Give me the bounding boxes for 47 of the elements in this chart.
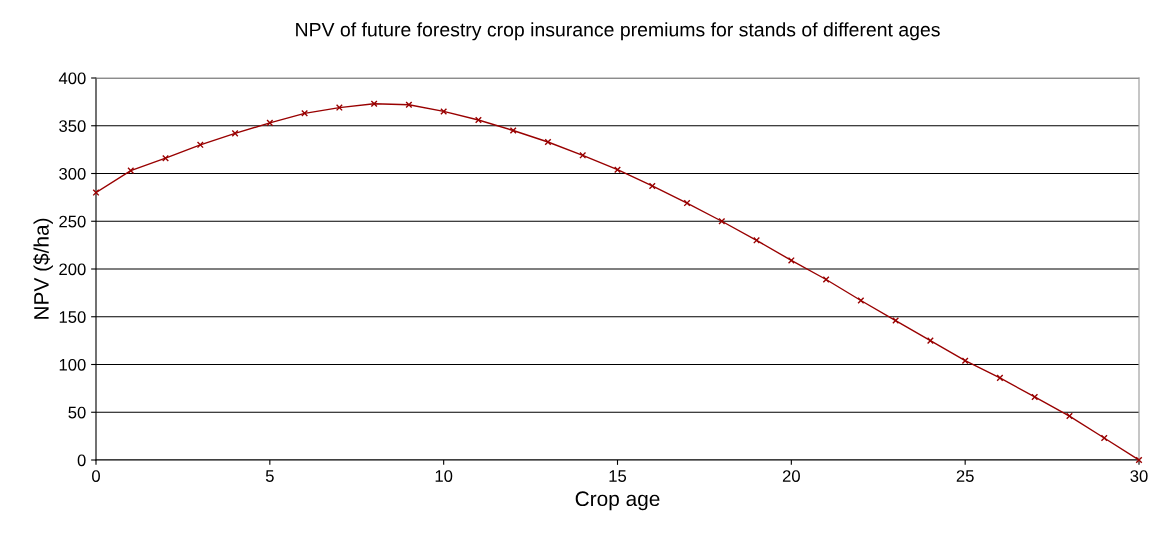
point — [614, 166, 621, 174]
point — [648, 182, 656, 190]
point — [822, 276, 830, 283]
point — [579, 151, 587, 159]
y-tick-label: 50 — [68, 406, 86, 419]
point — [1100, 434, 1108, 442]
point — [162, 154, 170, 162]
x-tick-label: 25 — [956, 470, 974, 482]
point — [892, 317, 900, 325]
point — [335, 104, 343, 112]
point — [440, 107, 448, 115]
x-tick-label: 5 — [265, 470, 274, 482]
y-tick-label: 350 — [59, 120, 86, 132]
point — [1031, 393, 1039, 401]
x-tick-label: 30 — [1130, 470, 1148, 482]
point — [370, 100, 378, 108]
point — [301, 109, 309, 117]
y-tick-label: 200 — [59, 263, 86, 276]
y-tick-label: 150 — [59, 311, 86, 323]
point — [857, 297, 865, 304]
point — [718, 217, 726, 225]
x-tick-label: 15 — [609, 470, 627, 482]
y-tick-label: 400 — [58, 72, 86, 85]
y-axis-title: NPV ($/ha) — [33, 218, 53, 319]
chart-title: NPV of future forestry crop insurance premiums for stands of different ages — [296, 22, 940, 41]
point — [196, 141, 204, 149]
point — [753, 236, 761, 244]
point — [509, 127, 517, 134]
point — [405, 101, 413, 109]
point — [787, 256, 795, 264]
point — [474, 116, 482, 124]
point — [231, 129, 239, 137]
point — [961, 357, 969, 365]
point — [683, 199, 691, 207]
x-axis-title: Crop age — [575, 491, 660, 511]
point — [996, 374, 1004, 382]
x-tick-label: 0 — [92, 470, 100, 482]
y-tick-label: 0 — [77, 454, 86, 467]
y-tick-label: 250 — [59, 215, 86, 228]
x-tick-label: 20 — [782, 470, 800, 482]
y-tick-label: 300 — [59, 167, 86, 180]
point — [1065, 412, 1073, 420]
x-tick-label: 10 — [435, 470, 453, 482]
point — [92, 189, 100, 197]
point — [266, 119, 274, 127]
point — [127, 167, 135, 175]
y-tick-label: 100 — [59, 358, 86, 371]
